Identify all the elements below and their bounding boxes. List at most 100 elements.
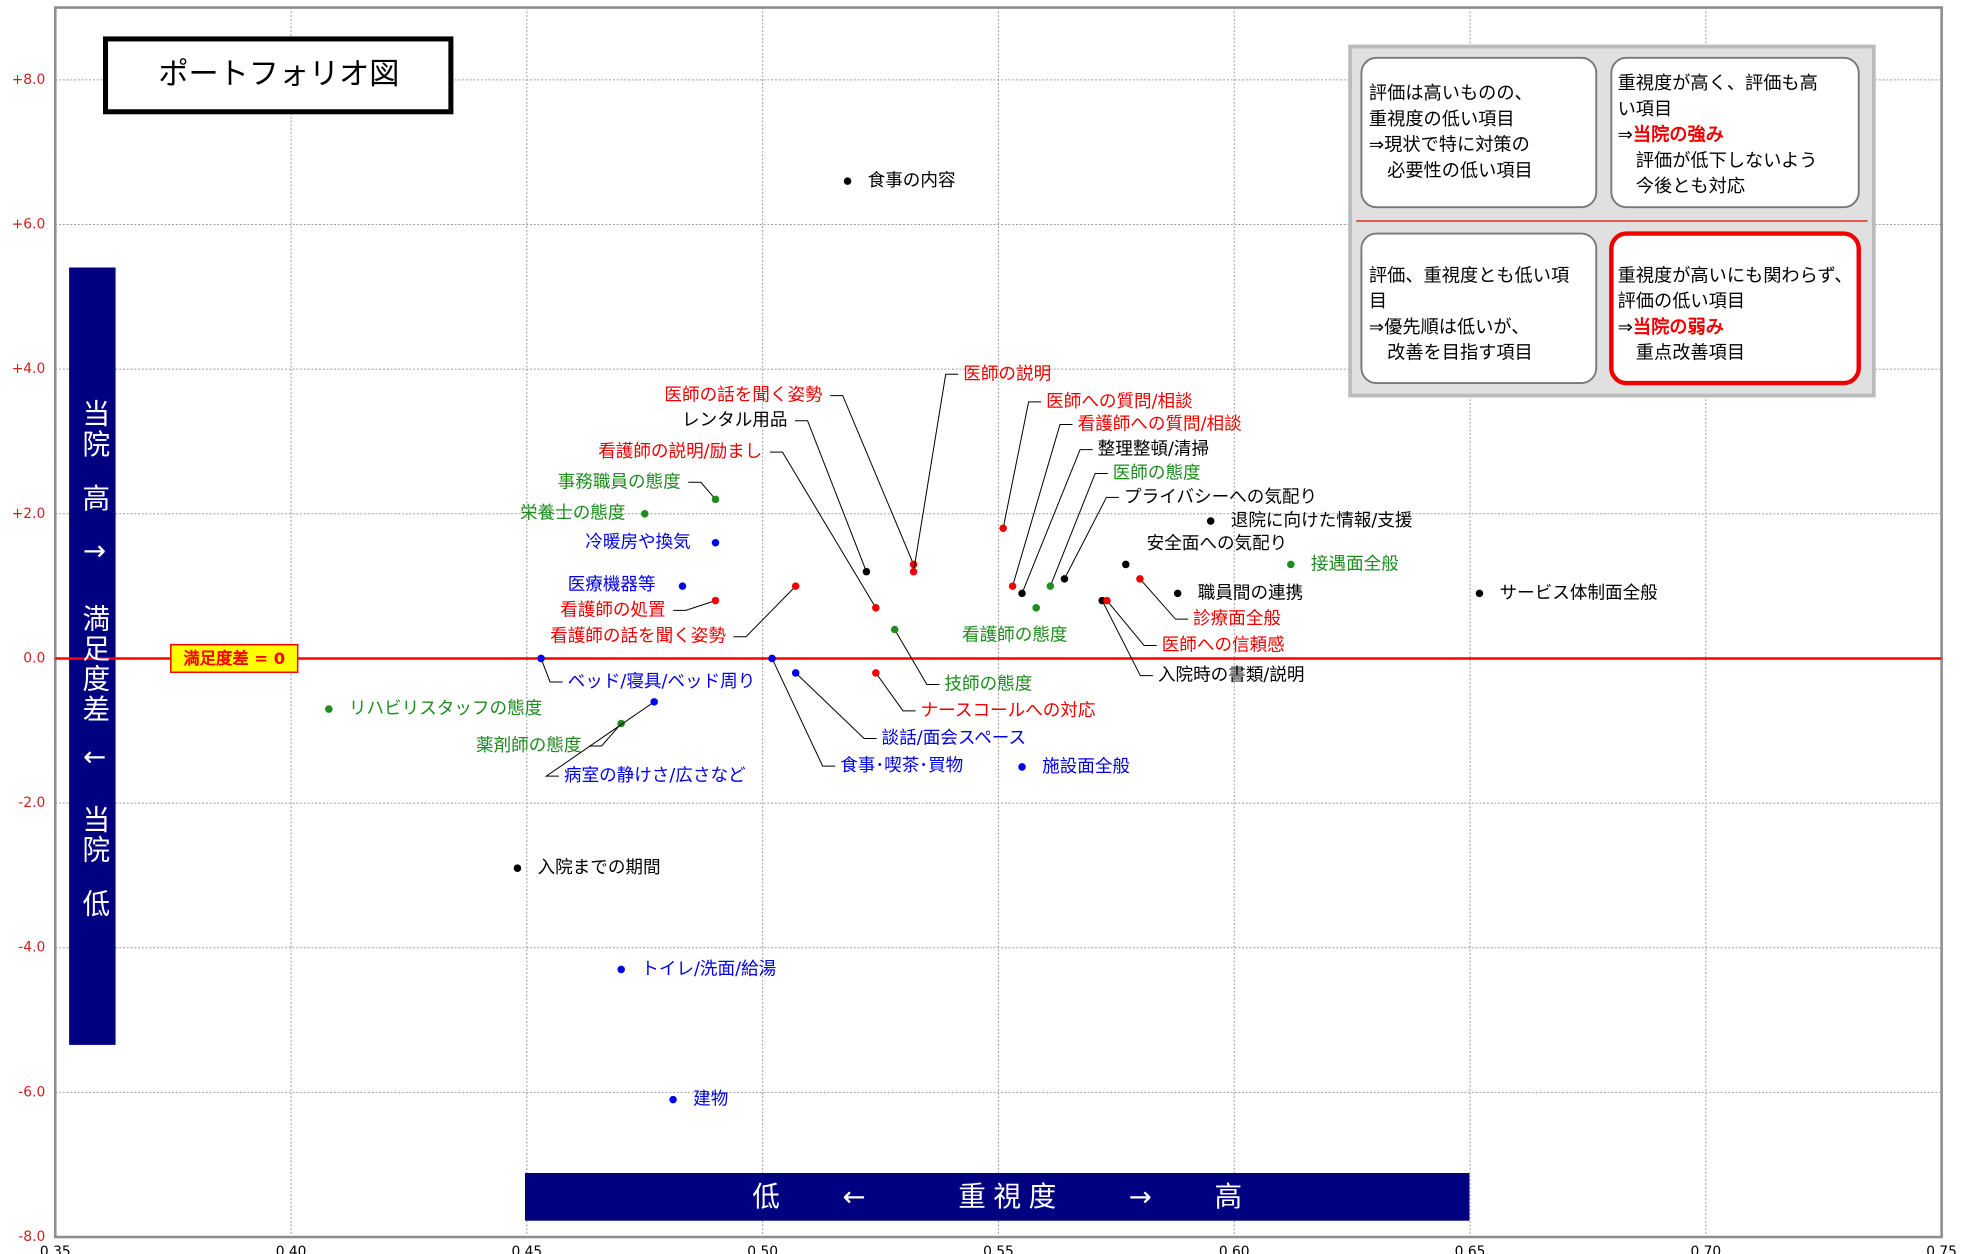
point-label: 医師の態度: [1113, 463, 1201, 483]
y-banner-text: 当院: [77, 805, 110, 865]
quadrant-text: 重視度の低い項目: [1369, 109, 1515, 130]
data-point: [325, 705, 333, 713]
x-tick-label: 0.65: [1455, 1244, 1486, 1254]
data-point: [711, 596, 720, 605]
y-banner-text: ↑: [77, 540, 110, 566]
leader-line: [1106, 600, 1157, 647]
quadrant-text: 評価、重視度とも低い項: [1369, 265, 1569, 286]
leader-line: [795, 420, 867, 572]
data-point: [791, 669, 800, 677]
x-banner-text: 重視度: [958, 1180, 1063, 1213]
quadrant-text: 評価は高いものの、: [1369, 83, 1533, 104]
y-tick-label: +6.0: [12, 217, 46, 233]
x-banner-text: 高: [1214, 1180, 1242, 1213]
point-label: 施設面全般: [1042, 757, 1130, 777]
quadrant-text: ⇒当院の強み: [1618, 124, 1724, 146]
x-tick-label: 0.40: [276, 1244, 307, 1254]
data-point: [872, 669, 880, 677]
leader-line: [589, 723, 622, 747]
y-banner-text: 高: [77, 484, 110, 514]
leader-line: [1012, 423, 1073, 587]
data-point: [1173, 589, 1182, 598]
data-point: [1136, 575, 1144, 583]
data-point: [513, 864, 522, 872]
data-point: [711, 538, 720, 547]
leader-line: [894, 629, 940, 685]
x-tick-label: 0.50: [747, 1244, 778, 1254]
data-point: [1018, 589, 1026, 598]
y-tick-label: -2.0: [18, 795, 45, 811]
y-tick-label: -4.0: [18, 940, 45, 956]
reference-label: 満足度差 = 0: [183, 649, 285, 668]
point-label: プライバシーへの気配り: [1124, 487, 1317, 507]
data-point: [909, 560, 918, 569]
x-banner-text: →: [1129, 1180, 1152, 1213]
quadrant-text: 評価の低い項目: [1618, 291, 1745, 312]
data-point: [617, 965, 625, 974]
data-point: [1475, 589, 1484, 598]
data-point: [711, 495, 720, 504]
leader-line: [769, 451, 877, 609]
x-tick-label: 0.60: [1219, 1244, 1250, 1254]
point-label: 職員間の連携: [1198, 583, 1303, 603]
point-label: 看護師の態度: [962, 625, 1067, 645]
data-point: [640, 510, 649, 518]
leader-line: [1002, 401, 1042, 529]
leader-line: [771, 658, 836, 767]
plot-layer: 満足度差 = 0 食事の内容レンタル用品整理整頓/清掃プライバシーへの気配り退院に…: [55, 171, 1942, 1110]
leader-line: [830, 395, 915, 565]
leader-line: [1064, 496, 1120, 580]
point-label: 医師への質問/相談: [1046, 392, 1193, 412]
leader-line: [733, 585, 797, 638]
point-label: 薬剤師の態度: [476, 736, 581, 756]
leader-line: [540, 658, 563, 683]
point-label: 安全面への気配り: [1147, 534, 1288, 554]
y-tick-label: -6.0: [18, 1084, 45, 1100]
point-label: 看護師の話を聞く姿勢: [550, 627, 726, 647]
leader-line: [1139, 578, 1189, 620]
point-label: 医師の話を聞く姿勢: [664, 386, 823, 406]
point-label: サービス体制面全般: [1500, 583, 1658, 603]
leader-line: [875, 672, 916, 712]
point-label: 事務職員の態度: [558, 472, 681, 492]
data-point: [1287, 560, 1295, 569]
quadrant-box: [1360, 232, 1598, 384]
x-tick-label: 0.45: [512, 1244, 543, 1254]
data-point: [872, 604, 880, 612]
point-label: 栄養士の態度: [520, 504, 625, 524]
data-point: [1103, 596, 1111, 605]
point-label: 医師の説明: [963, 364, 1051, 384]
quadrant-text: ⇒現状で特に対策の: [1369, 135, 1530, 156]
data-point: [1018, 763, 1026, 771]
quadrant-text: い項目: [1618, 99, 1673, 120]
point-label: レンタル用品: [682, 411, 787, 431]
x-banner: [524, 1172, 1470, 1221]
point-label: 談話/面会スペース: [882, 728, 1026, 748]
x-tick-label: 0.70: [1690, 1244, 1721, 1254]
x-tick-label: 0.75: [1926, 1244, 1957, 1254]
quadrant-box: [1360, 56, 1598, 209]
data-point: [862, 567, 871, 576]
reference-label-box: [170, 643, 299, 674]
data-point: [537, 654, 545, 663]
point-label: 医師への信頼感: [1162, 636, 1285, 656]
point-label: ナースコールへの対応: [921, 701, 1096, 721]
data-point: [669, 1095, 677, 1104]
quadrant-box: [1610, 56, 1860, 209]
quadrant-text: ⇒優先順は低いが、: [1369, 317, 1530, 338]
leader-line: [795, 672, 877, 739]
point-label: 技師の態度: [944, 674, 1032, 694]
y-banner-text: 当院: [77, 399, 110, 459]
quadrant-text: 評価が低下しないよう: [1618, 150, 1818, 171]
leader-line: [1021, 449, 1093, 594]
point-label: 入院時の書類/説明: [1158, 666, 1305, 686]
data-point: [768, 654, 776, 663]
quadrant-text: 今後とも対応: [1618, 176, 1745, 197]
quadrant-text: 必要性の低い項目: [1369, 160, 1533, 181]
quadrant-text: ⇒: [1618, 317, 1633, 338]
point-label: リハビリスタッフの態度: [349, 699, 542, 719]
point-label: ベッド/寝具/ベッド周り: [568, 672, 756, 692]
data-point: [1032, 604, 1040, 612]
quadrant-text: 重点改善項目: [1618, 343, 1745, 364]
